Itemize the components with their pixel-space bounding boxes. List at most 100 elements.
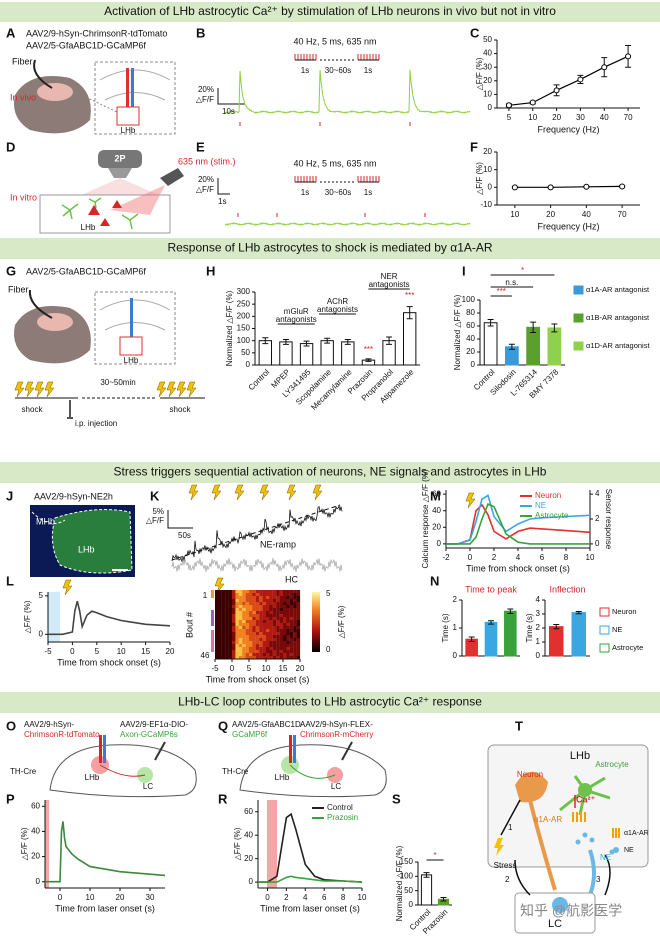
legend-label: Astrocyte bbox=[535, 511, 569, 520]
bolt bbox=[465, 492, 476, 509]
heatmap-cell bbox=[289, 614, 294, 618]
legend-label: NE bbox=[535, 501, 546, 510]
x-tick-label: 20 bbox=[546, 210, 555, 219]
y-tick-label: 20 bbox=[432, 522, 441, 531]
heatmap-cell bbox=[221, 635, 226, 639]
heatmap-cell bbox=[255, 632, 260, 636]
trace-line bbox=[45, 821, 166, 883]
heatmap-cell bbox=[249, 623, 253, 627]
heatmap-cell bbox=[286, 620, 290, 624]
heatmap-cell bbox=[289, 623, 294, 627]
heatmap-cell bbox=[225, 644, 229, 648]
heatmap-cell bbox=[232, 656, 236, 660]
section-title: Activation of LHb astrocytic Ca²⁺ by sti… bbox=[104, 4, 556, 18]
heatmap-cell bbox=[242, 650, 246, 654]
heatmap-cell bbox=[279, 593, 284, 597]
heatmap-cell bbox=[218, 593, 222, 597]
heatmap-cell bbox=[283, 656, 287, 660]
heatmap-cell bbox=[289, 635, 294, 639]
heatmap-cell bbox=[283, 629, 287, 633]
heatmap-cell bbox=[245, 653, 250, 657]
heatmap-cell bbox=[245, 605, 250, 609]
heatmap-cell bbox=[289, 650, 294, 654]
heatmap-cell bbox=[262, 602, 267, 606]
heatmap-cell bbox=[276, 629, 280, 633]
bar bbox=[483, 322, 498, 366]
heatmap-cell bbox=[242, 602, 246, 606]
heatmap-cell bbox=[289, 632, 294, 636]
x-axis-label: Time from shock onset (s) bbox=[57, 657, 161, 667]
heatmap-cell bbox=[289, 641, 294, 645]
heatmap-cell bbox=[279, 614, 284, 618]
heatmap-cell bbox=[245, 635, 250, 639]
heatmap-cell bbox=[245, 656, 250, 660]
heatmap-cell bbox=[242, 623, 246, 627]
heatmap-cell bbox=[269, 653, 273, 657]
label: △F/F bbox=[146, 516, 164, 525]
model-schematic bbox=[487, 744, 649, 934]
heatmap-cell bbox=[293, 620, 297, 624]
heatmap-cell bbox=[289, 638, 294, 642]
y-axis-label: △F/F (%) bbox=[23, 600, 32, 633]
error-bar bbox=[551, 323, 558, 333]
x-tick-label: 10 bbox=[117, 647, 126, 656]
heatmap-cell bbox=[218, 653, 222, 657]
heatmap-cell bbox=[269, 650, 273, 654]
bar bbox=[504, 610, 517, 657]
heatmap-cell bbox=[262, 611, 267, 615]
x-tick-label: 10 bbox=[86, 893, 95, 902]
label: 30~60s bbox=[325, 188, 351, 197]
heatmap-cell bbox=[235, 656, 239, 660]
heatmap-cell bbox=[228, 611, 233, 615]
y-tick-label: 40 bbox=[31, 827, 40, 836]
x-tick-label: 8 bbox=[341, 893, 346, 902]
heatmap-cell bbox=[276, 641, 280, 645]
heatmap-cell bbox=[215, 623, 219, 627]
label: TH-Cre bbox=[222, 767, 249, 776]
heatmap-cell bbox=[221, 617, 226, 621]
heatmap-cell bbox=[228, 638, 233, 642]
heatmap-cell bbox=[238, 617, 243, 621]
heatmap-cell bbox=[259, 638, 263, 642]
heatmap-cell bbox=[228, 653, 233, 657]
x-tick-label: 20 bbox=[116, 893, 125, 902]
label: ChrimsonR-mCherry bbox=[300, 730, 373, 739]
label: 635 nm (stim.) bbox=[178, 156, 236, 166]
heatmap-cell bbox=[272, 614, 277, 618]
heatmap-cell bbox=[276, 626, 280, 630]
heatmap-cell bbox=[228, 635, 233, 639]
heatmap-cell bbox=[225, 620, 229, 624]
y-tick-label: 100 bbox=[400, 871, 414, 880]
y-axis-label: △F/F (%) bbox=[475, 162, 484, 195]
heatmap-cell bbox=[252, 626, 256, 630]
heatmap-cell bbox=[225, 614, 229, 618]
heatmap-cell bbox=[225, 635, 229, 639]
y-tick-label: 20 bbox=[31, 852, 40, 861]
heatmap-cell bbox=[249, 620, 253, 624]
heatmap-cell bbox=[228, 650, 233, 654]
heatmap-cell bbox=[235, 602, 239, 606]
x-tick-label: 30 bbox=[146, 893, 155, 902]
label: 3 bbox=[596, 875, 601, 884]
heatmap-cell bbox=[279, 620, 284, 624]
heatmap-cell bbox=[289, 647, 294, 651]
x-tick-label: 40 bbox=[600, 113, 609, 122]
heatmap-cell bbox=[228, 644, 233, 648]
heatmap-cell bbox=[238, 632, 243, 636]
label: 30~50min bbox=[100, 378, 135, 387]
heatmap-cell bbox=[242, 647, 246, 651]
trace-line bbox=[258, 875, 363, 883]
label: NE-ramp bbox=[260, 539, 296, 549]
heatmap-cell bbox=[262, 620, 267, 624]
heatmap-cell bbox=[276, 638, 280, 642]
y-tick-label: 4 bbox=[536, 595, 541, 604]
bolt bbox=[188, 484, 199, 501]
y-tick-label: 200 bbox=[237, 311, 251, 320]
heatmap-cell bbox=[225, 623, 229, 627]
heatmap-cell bbox=[221, 656, 226, 660]
x-tick-label: 5 bbox=[247, 664, 252, 673]
heatmap-cell bbox=[279, 605, 284, 609]
heatmap-cell bbox=[245, 638, 250, 642]
panel-label: I bbox=[462, 263, 466, 278]
heatmap-cell bbox=[283, 638, 287, 642]
